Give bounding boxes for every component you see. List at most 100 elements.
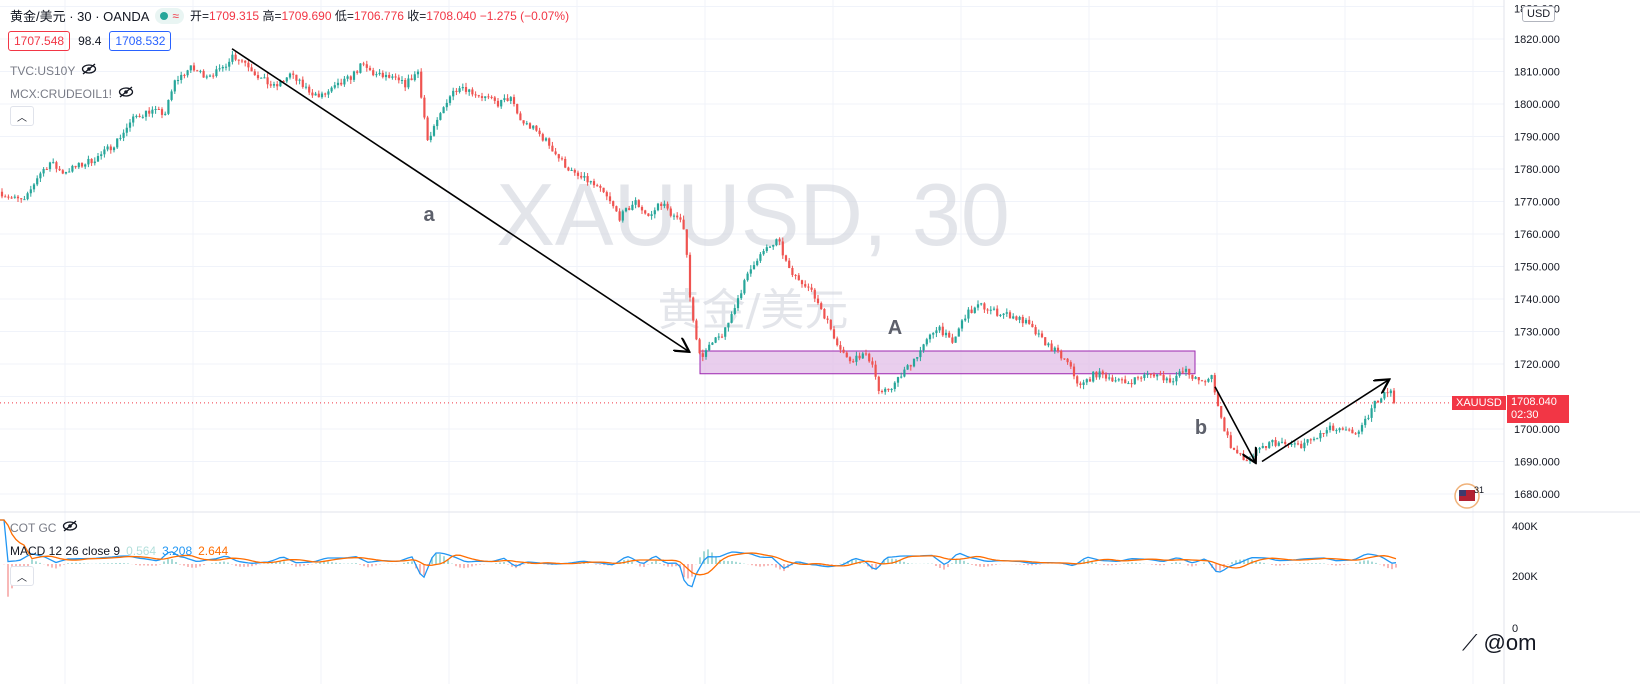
price-tick-label: 1770.000 bbox=[1514, 197, 1560, 209]
candle-down bbox=[986, 309, 989, 311]
candle-down bbox=[637, 200, 640, 208]
hidden-eye-icon[interactable] bbox=[62, 520, 78, 535]
candle-up bbox=[260, 77, 263, 79]
candle-down bbox=[506, 98, 509, 101]
candle-up bbox=[221, 66, 224, 69]
candle-up bbox=[164, 113, 167, 115]
candle-up bbox=[631, 204, 634, 210]
currency-selector[interactable]: USD bbox=[1522, 6, 1556, 22]
candle-down bbox=[820, 303, 823, 310]
candle-up bbox=[170, 91, 173, 100]
candle-up bbox=[916, 357, 919, 359]
candle-down bbox=[519, 113, 522, 121]
candle-up bbox=[1383, 392, 1386, 399]
candle-down bbox=[301, 79, 304, 87]
candle-up bbox=[205, 76, 208, 78]
candle-up bbox=[13, 196, 16, 198]
indicator-crudeoil[interactable]: MCX:CRUDEOIL1! bbox=[10, 86, 134, 101]
spread-value: 98.4 bbox=[78, 34, 102, 48]
candle-up bbox=[746, 273, 749, 281]
bid-button[interactable]: 1707.548 bbox=[8, 31, 71, 51]
macd-tick-label: 0 bbox=[1512, 623, 1518, 635]
candle-down bbox=[551, 145, 554, 152]
price-tick-label: 1740.000 bbox=[1514, 294, 1560, 306]
candle-up bbox=[288, 73, 292, 78]
candle-down bbox=[80, 163, 84, 167]
candle-down bbox=[852, 361, 855, 363]
candle-down bbox=[45, 169, 48, 171]
candle-up bbox=[442, 107, 445, 114]
status-pill[interactable]: ≈ bbox=[155, 7, 185, 24]
candle-up bbox=[1108, 377, 1111, 379]
candle-down bbox=[487, 96, 490, 98]
candle-down bbox=[983, 303, 986, 310]
candle-down bbox=[234, 54, 237, 60]
candle-down bbox=[1028, 319, 1031, 324]
candle-down bbox=[618, 211, 621, 221]
candle-down bbox=[1031, 323, 1034, 328]
symbol-title[interactable]: 黄金/美元 · 30 · OANDA bbox=[10, 9, 150, 24]
symbol-price-label: XAUUSD bbox=[1452, 396, 1506, 410]
cot-indicator[interactable]: COT GC bbox=[10, 520, 78, 535]
macd-legend[interactable]: MACD 12 26 close 9 0.564 3.208 2.644 bbox=[10, 544, 228, 558]
flag-stripes bbox=[1459, 490, 1475, 501]
candle-down bbox=[887, 388, 890, 391]
candle-up bbox=[407, 78, 410, 88]
candle-up bbox=[884, 388, 887, 392]
candle-up bbox=[52, 162, 55, 164]
candle-up bbox=[436, 119, 439, 127]
candle-down bbox=[682, 219, 685, 230]
candle-up bbox=[263, 77, 266, 79]
candle-down bbox=[576, 172, 580, 176]
earnings-flag-icon bbox=[1454, 483, 1480, 509]
candle-down bbox=[276, 84, 279, 87]
candle-up bbox=[1005, 312, 1008, 314]
candle-down bbox=[784, 255, 788, 261]
candle-down bbox=[1069, 362, 1072, 367]
candle-up bbox=[135, 115, 138, 117]
candle-up bbox=[1303, 442, 1306, 449]
candle-down bbox=[157, 108, 160, 110]
candle-up bbox=[103, 149, 106, 155]
candle-down bbox=[804, 284, 807, 287]
hidden-eye-icon[interactable] bbox=[118, 86, 134, 101]
hidden-eye-icon[interactable] bbox=[81, 63, 97, 78]
candle-up bbox=[1172, 381, 1175, 383]
collapse-legend-button[interactable]: ︿ bbox=[10, 106, 34, 126]
candle-down bbox=[608, 196, 612, 202]
candle-up bbox=[1306, 439, 1309, 443]
candle-down bbox=[202, 70, 205, 78]
candle-up bbox=[672, 215, 676, 217]
indicator-us10y[interactable]: TVC:US10Y bbox=[10, 63, 97, 78]
candle-down bbox=[554, 151, 557, 155]
candle-up bbox=[42, 169, 45, 174]
candle-down bbox=[701, 353, 704, 357]
candle-down bbox=[640, 207, 644, 211]
candle-up bbox=[906, 365, 909, 370]
candle-down bbox=[1149, 373, 1152, 375]
candle-up bbox=[1367, 417, 1370, 419]
candle-down bbox=[592, 181, 596, 186]
candle-up bbox=[621, 211, 624, 221]
candle-up bbox=[1280, 441, 1284, 443]
candle-down bbox=[778, 239, 781, 242]
ask-button[interactable]: 1708.532 bbox=[109, 31, 172, 51]
candle-up bbox=[663, 203, 666, 206]
collapse-pane-button[interactable]: ︿ bbox=[10, 566, 34, 586]
flag-canton bbox=[1459, 490, 1466, 496]
candle-up bbox=[1325, 430, 1328, 434]
candle-down bbox=[1040, 333, 1044, 338]
candle-down bbox=[474, 94, 477, 96]
candle-down bbox=[1136, 377, 1140, 379]
candle-down bbox=[647, 213, 650, 216]
candle-up bbox=[343, 78, 346, 85]
candle-up bbox=[199, 70, 202, 72]
candle-up bbox=[932, 333, 935, 335]
candle-up bbox=[1114, 380, 1117, 382]
candle-up bbox=[71, 165, 74, 172]
candle-down bbox=[455, 90, 458, 92]
candle-down bbox=[240, 60, 244, 62]
candle-down bbox=[1200, 380, 1204, 382]
candle-up bbox=[448, 96, 452, 103]
